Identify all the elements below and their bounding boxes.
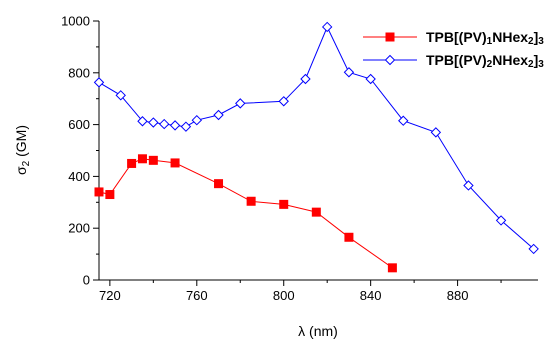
y-tick-label: 200 bbox=[68, 221, 90, 236]
data-point bbox=[398, 115, 409, 126]
data-point bbox=[170, 158, 180, 168]
legend-marker bbox=[385, 32, 395, 42]
data-point bbox=[127, 158, 137, 168]
legend-entry-1: TPB[(PV)1NHex2]3 bbox=[363, 29, 544, 47]
legend-label: TPB[(PV)2NHex2]3 bbox=[426, 52, 544, 70]
data-point bbox=[430, 127, 442, 138]
series-1 bbox=[94, 154, 397, 273]
y-axis-ticks: 0 200 400 600 800 1000 bbox=[61, 14, 99, 288]
y-tick-label: 800 bbox=[68, 65, 90, 80]
x-axis-ticks: 720 760 800 840 880 bbox=[99, 280, 502, 303]
legend-marker bbox=[384, 54, 396, 66]
y-tick-label: 0 bbox=[83, 273, 90, 288]
data-point bbox=[148, 155, 158, 165]
y-axis-label: σ2 (GM) bbox=[13, 125, 32, 175]
data-point bbox=[343, 67, 355, 78]
x-tick-label: 800 bbox=[273, 288, 295, 303]
data-point bbox=[246, 196, 256, 206]
data-point bbox=[463, 180, 474, 191]
data-point bbox=[279, 199, 289, 209]
data-point bbox=[528, 243, 539, 255]
data-point bbox=[214, 179, 224, 189]
data-point bbox=[137, 154, 147, 164]
data-point bbox=[278, 96, 289, 107]
data-point bbox=[495, 215, 507, 226]
series-layer bbox=[93, 21, 539, 273]
data-point bbox=[321, 21, 333, 33]
legend: TPB[(PV)1NHex2]3 TPB[(PV)2NHex2]3 bbox=[363, 29, 544, 70]
data-point bbox=[213, 109, 224, 121]
data-point bbox=[191, 114, 203, 126]
data-point bbox=[235, 98, 246, 109]
data-point bbox=[158, 118, 170, 130]
y-tick-label: 400 bbox=[68, 169, 90, 184]
data-point bbox=[180, 121, 192, 132]
y-tick-label: 600 bbox=[68, 117, 90, 132]
data-point bbox=[387, 263, 397, 273]
x-tick-label: 880 bbox=[447, 288, 469, 303]
data-point bbox=[105, 190, 115, 200]
legend-label: TPB[(PV)1NHex2]3 bbox=[426, 29, 544, 47]
data-point bbox=[344, 232, 354, 242]
series-line bbox=[98, 158, 393, 269]
data-point bbox=[300, 73, 311, 85]
x-tick-label: 720 bbox=[99, 288, 121, 303]
series-2 bbox=[93, 21, 539, 255]
data-point bbox=[94, 187, 104, 197]
data-point bbox=[137, 116, 148, 127]
data-point bbox=[148, 117, 159, 128]
data-point bbox=[365, 73, 376, 85]
y-tick-label: 1000 bbox=[61, 14, 90, 29]
data-point bbox=[311, 207, 321, 217]
legend-entry-2: TPB[(PV)2NHex2]3 bbox=[363, 52, 544, 70]
data-point bbox=[93, 77, 105, 88]
data-point bbox=[169, 120, 181, 131]
x-axis-label: λ (nm) bbox=[298, 323, 338, 339]
data-point bbox=[115, 90, 126, 101]
x-tick-label: 840 bbox=[360, 288, 382, 303]
x-tick-label: 760 bbox=[186, 288, 208, 303]
